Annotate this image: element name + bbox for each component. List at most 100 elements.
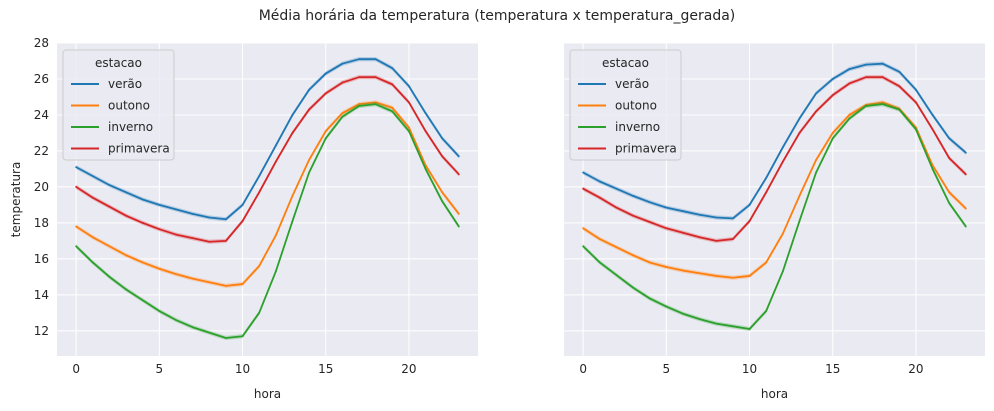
data-point: [665, 227, 667, 229]
data-point: [732, 217, 734, 219]
data-point: [865, 76, 867, 78]
data-point: [965, 226, 967, 228]
data-point: [582, 172, 584, 174]
data-point: [948, 202, 950, 204]
data-point: [649, 298, 651, 300]
data-point: [699, 318, 701, 320]
data-point: [832, 78, 834, 80]
x-tick-label: 20: [908, 362, 923, 376]
data-point: [425, 130, 427, 132]
data-point: [358, 58, 360, 60]
data-point: [799, 195, 801, 197]
data-point: [699, 214, 701, 216]
data-point: [109, 276, 111, 278]
data-point: [325, 92, 327, 94]
data-point: [275, 161, 277, 163]
data-point: [408, 130, 410, 132]
data-point: [616, 188, 618, 190]
data-point: [632, 215, 634, 217]
data-point: [109, 206, 111, 208]
data-point: [915, 101, 917, 103]
data-point: [275, 145, 277, 147]
subplot-right: 0 5 10 15 20 hora estacao verão outono inverno pri…: [564, 43, 985, 401]
data-point: [932, 168, 934, 170]
data-point: [92, 262, 94, 264]
data-point: [915, 89, 917, 91]
data-point: [242, 335, 244, 337]
data-point: [75, 226, 77, 228]
x-axis-label: hora: [254, 387, 281, 401]
x-tick-label: 10: [235, 362, 250, 376]
data-point: [441, 191, 443, 193]
y-tick-label: 18: [34, 216, 49, 230]
data-point: [782, 233, 784, 235]
data-point: [341, 63, 343, 65]
data-point: [715, 323, 717, 325]
data-point: [258, 191, 260, 193]
data-point: [782, 161, 784, 163]
data-point: [325, 130, 327, 132]
data-point: [208, 281, 210, 283]
data-point: [732, 277, 734, 279]
data-point: [749, 328, 751, 330]
y-tick-label: 28: [34, 36, 49, 50]
data-point: [599, 262, 601, 264]
data-point: [158, 310, 160, 312]
data-point: [715, 275, 717, 277]
data-point: [682, 270, 684, 272]
data-point: [75, 186, 77, 188]
data-point: [375, 76, 377, 78]
data-point: [425, 112, 427, 114]
data-point: [965, 152, 967, 154]
data-point: [865, 64, 867, 66]
x-tick-label: 15: [825, 362, 840, 376]
data-point: [109, 245, 111, 247]
data-point: [865, 105, 867, 107]
x-tick-label: 20: [401, 362, 416, 376]
legend-entry: verão: [615, 77, 649, 91]
data-point: [275, 271, 277, 273]
data-point: [258, 175, 260, 177]
data-point: [441, 155, 443, 157]
data-point: [948, 157, 950, 159]
legend-entry: verão: [108, 77, 142, 91]
x-axis-label: hora: [761, 387, 788, 401]
data-point: [375, 103, 377, 105]
data-point: [225, 337, 227, 339]
data-point: [848, 68, 850, 70]
data-point: [599, 238, 601, 240]
data-point: [799, 118, 801, 120]
data-point: [92, 175, 94, 177]
data-point: [732, 325, 734, 327]
data-point: [715, 217, 717, 219]
data-point: [275, 235, 277, 237]
data-point: [699, 236, 701, 238]
data-point: [665, 266, 667, 268]
data-point: [632, 254, 634, 256]
data-point: [799, 132, 801, 134]
data-point: [341, 116, 343, 118]
data-point: [749, 204, 751, 206]
data-point: [175, 208, 177, 210]
legend-title: estacao: [95, 56, 142, 70]
data-point: [208, 217, 210, 219]
y-tick-label: 24: [34, 108, 49, 122]
data-point: [458, 173, 460, 175]
data-point: [582, 245, 584, 247]
data-point: [391, 67, 393, 69]
data-point: [125, 191, 127, 193]
data-point: [832, 132, 834, 134]
data-point: [292, 114, 294, 116]
data-point: [125, 254, 127, 256]
data-point: [616, 207, 618, 209]
data-point: [192, 326, 194, 328]
data-point: [649, 262, 651, 264]
data-point: [682, 232, 684, 234]
data-point: [92, 236, 94, 238]
data-point: [616, 274, 618, 276]
data-point: [965, 173, 967, 175]
data-point: [599, 197, 601, 199]
y-tick-label: 22: [34, 144, 49, 158]
data-point: [699, 272, 701, 274]
data-point: [715, 240, 717, 242]
